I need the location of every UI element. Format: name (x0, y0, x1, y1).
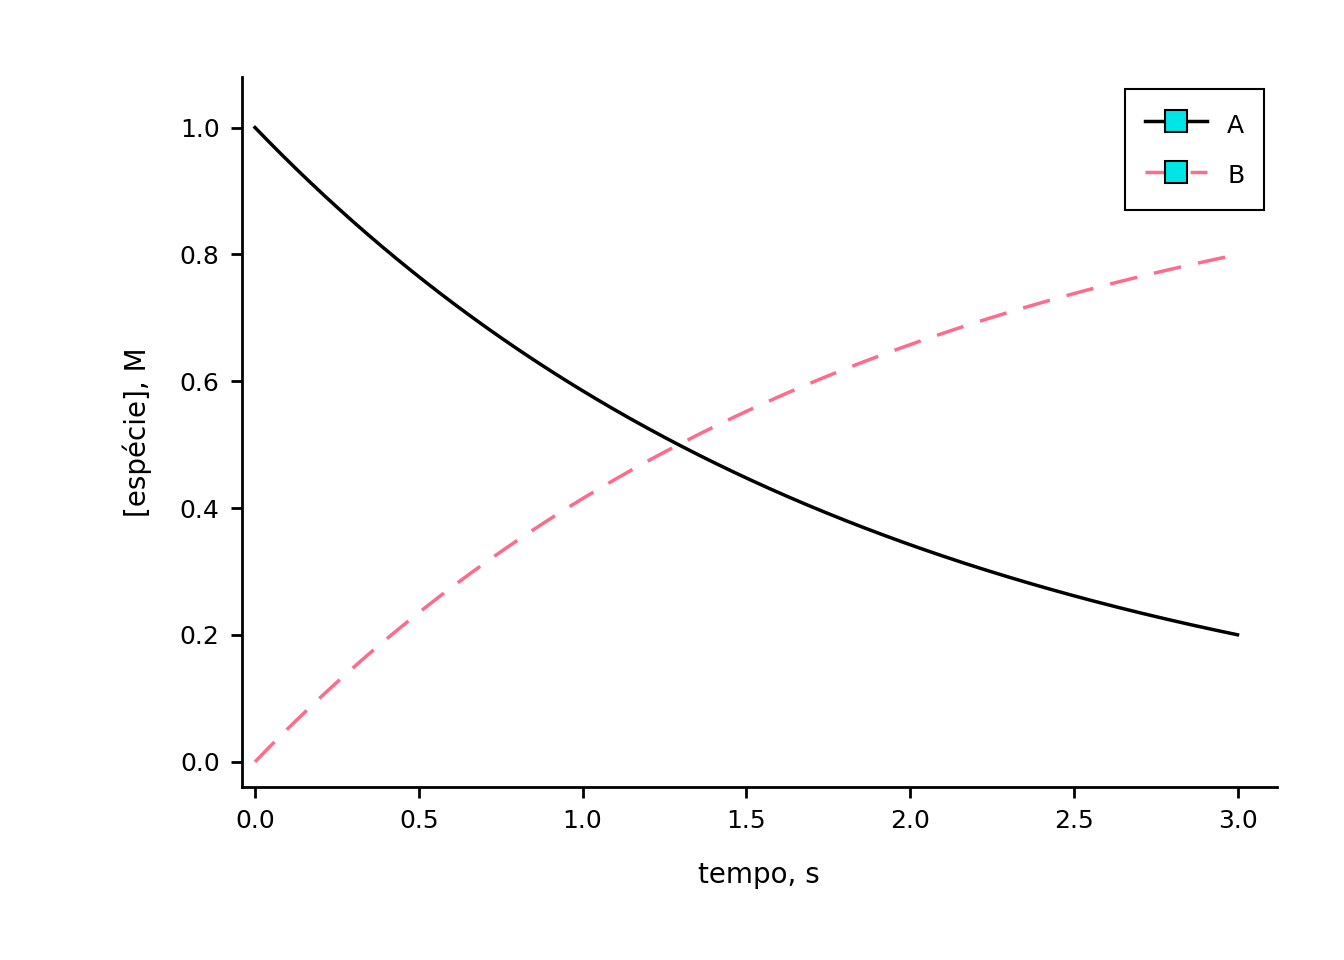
Y-axis label: [espécie], M: [espécie], M (122, 348, 152, 516)
Legend: A, B: A, B (1125, 89, 1265, 210)
X-axis label: tempo, s: tempo, s (699, 861, 820, 889)
